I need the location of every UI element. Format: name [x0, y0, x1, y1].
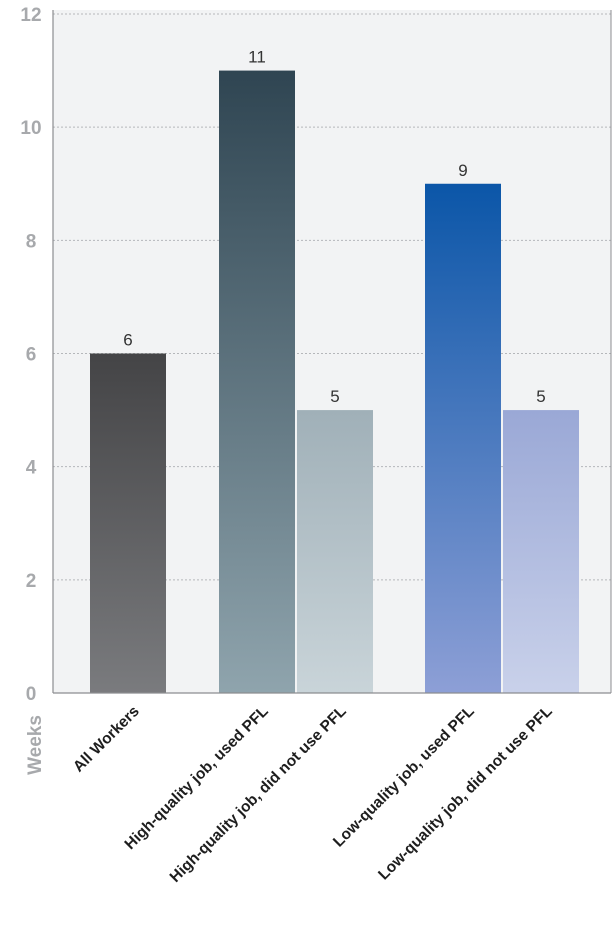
value-labels: 6 11 5 9 5 [123, 48, 545, 407]
bar [297, 410, 373, 693]
bar-value-label: 5 [330, 387, 339, 406]
x-category-label: High-quality job, did not use PFL [167, 703, 350, 886]
bar-value-label: 11 [248, 48, 266, 67]
bar-value-label: 9 [458, 161, 467, 180]
bar-value-label: 6 [123, 331, 132, 350]
bar [219, 70, 295, 694]
y-tick-label: 10 [20, 118, 41, 139]
bars [90, 70, 579, 694]
bar [425, 183, 501, 693]
y-axis-ticks: 0 2 4 6 8 10 12 [20, 5, 41, 705]
x-category-label: All Workers [70, 703, 143, 776]
y-axis-title: Weeks [25, 715, 46, 775]
y-tick-label: 2 [26, 571, 37, 592]
y-tick-label: 4 [26, 458, 37, 479]
y-tick-label: 12 [20, 5, 41, 26]
bar-value-label: 5 [536, 387, 545, 406]
x-category-label: High-quality job, used PFL [122, 703, 272, 853]
bar [503, 410, 579, 693]
y-tick-label: 0 [26, 684, 37, 705]
x-category-label: Low-quality job, used PFL [330, 703, 478, 851]
y-tick-label: 8 [26, 231, 37, 252]
y-tick-label: 6 [26, 345, 37, 366]
bar [90, 353, 166, 693]
x-category-label: Low-quality job, did not use PFL [375, 703, 556, 884]
